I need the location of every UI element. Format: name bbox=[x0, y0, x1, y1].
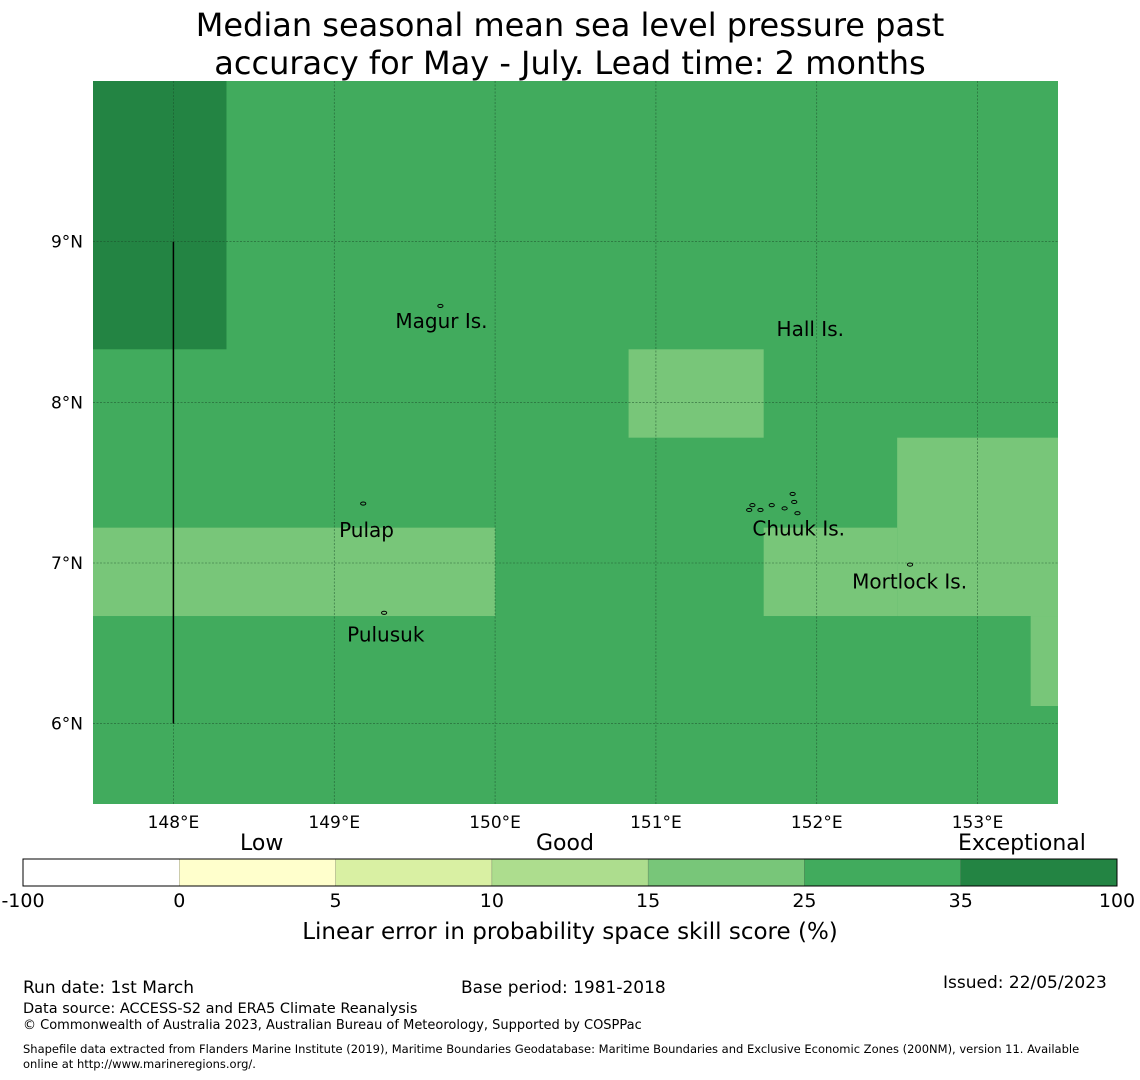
colorbar-tick-label: 100 bbox=[1098, 890, 1136, 912]
lon-tick-label: 151°E bbox=[630, 813, 682, 833]
skill-cell bbox=[763, 527, 898, 617]
skill-cell bbox=[93, 527, 496, 617]
colorbar-tick-label: 35 bbox=[948, 890, 973, 912]
skill-cell bbox=[1030, 616, 1058, 706]
colorbar-segment bbox=[804, 859, 961, 886]
chart-title: Median seasonal mean sea level pressure … bbox=[0, 6, 1140, 82]
island-outline bbox=[906, 562, 914, 567]
island-outline bbox=[437, 303, 444, 309]
island-outline bbox=[360, 501, 367, 506]
colorbar-segment bbox=[960, 859, 1117, 886]
shapefile-credit-1: Shapefile data extracted from Flanders M… bbox=[23, 1042, 1080, 1056]
skill-cell bbox=[93, 81, 227, 350]
island-outline bbox=[757, 507, 764, 513]
island-outline bbox=[794, 511, 801, 516]
title-line-2: accuracy for May - July. Lead time: 2 mo… bbox=[214, 44, 926, 82]
shapefile-credit-2: online at http://www.marineregions.org/. bbox=[23, 1057, 256, 1071]
title-line-1: Median seasonal mean sea level pressure … bbox=[195, 6, 945, 44]
colorbar-tick-label: 25 bbox=[792, 890, 817, 912]
colorbar-tick-label: 15 bbox=[636, 890, 661, 912]
island-outline bbox=[749, 503, 756, 508]
base-period: Base period: 1981-2018 bbox=[461, 978, 666, 998]
island-outline bbox=[746, 507, 753, 513]
colorbar-label-low: Low bbox=[240, 831, 284, 856]
lon-tick-label: 153°E bbox=[952, 813, 1004, 833]
lat-tick-label: 7°N bbox=[51, 554, 83, 574]
colorbar-segment bbox=[335, 859, 492, 886]
colorbar-segment bbox=[23, 859, 180, 886]
lat-tick-label: 6°N bbox=[51, 715, 83, 735]
island-outline bbox=[791, 499, 798, 505]
place-label: Chuuk Is. bbox=[752, 516, 845, 540]
place-label: Pulap bbox=[339, 518, 394, 542]
skill-cell bbox=[628, 349, 764, 438]
lon-tick-label: 148°E bbox=[148, 813, 200, 833]
lon-tick-label: 149°E bbox=[308, 813, 360, 833]
colorbar-frame bbox=[22, 858, 1118, 887]
colorbar-label-good: Good bbox=[536, 831, 594, 856]
colorbar-tick-label: 5 bbox=[329, 890, 342, 912]
copyright: © Commonwealth of Australia 2023, Austra… bbox=[23, 1018, 642, 1033]
island-outline bbox=[381, 610, 388, 615]
data-source: Data source: ACCESS-S2 and ERA5 Climate … bbox=[23, 1001, 418, 1017]
island-outline bbox=[789, 491, 796, 497]
place-label: Hall Is. bbox=[777, 317, 844, 341]
colorbar-tick-label: -100 bbox=[1, 890, 45, 912]
colorbar-segment bbox=[648, 859, 805, 886]
colorbar-tick-label: 10 bbox=[479, 890, 504, 912]
colorbar-label-exceptional: Exceptional bbox=[958, 831, 1086, 856]
place-label: Mortlock Is. bbox=[852, 569, 967, 593]
place-label: Pulusuk bbox=[347, 622, 425, 646]
colorbar-segment bbox=[491, 859, 649, 886]
island-outline bbox=[781, 506, 788, 511]
lon-tick-label: 150°E bbox=[469, 813, 521, 833]
colorbar-segment bbox=[179, 859, 336, 886]
lon-tick-label: 152°E bbox=[791, 813, 843, 833]
lat-tick-label: 9°N bbox=[51, 233, 83, 253]
lat-tick-label: 8°N bbox=[51, 393, 83, 413]
issued-date: Issued: 22/05/2023 bbox=[943, 973, 1107, 993]
colorbar-title: Linear error in probability space skill … bbox=[302, 919, 838, 945]
island-outline bbox=[768, 503, 775, 508]
place-label: Magur Is. bbox=[395, 309, 487, 333]
run-date: Run date: 1st March bbox=[23, 978, 195, 998]
colorbar-tick-label: 0 bbox=[173, 890, 186, 912]
